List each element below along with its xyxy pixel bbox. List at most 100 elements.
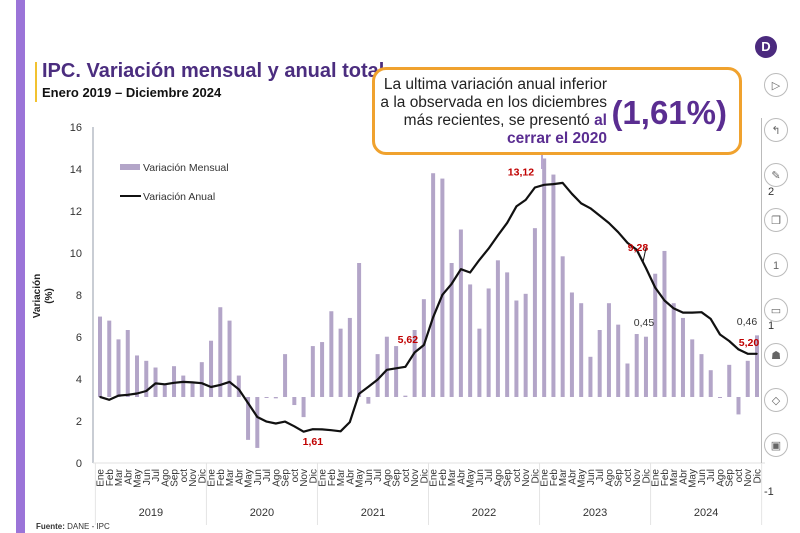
year-label: 2023 <box>583 507 607 519</box>
annual-point <box>497 234 499 237</box>
annual-point <box>413 351 416 354</box>
monthly-bar <box>264 397 269 398</box>
x-tick-label: Abr <box>234 468 245 484</box>
x-tick-label: Abr <box>123 468 134 484</box>
monthly-bar <box>634 334 639 397</box>
slide-accent-bar <box>16 0 25 533</box>
monthly-bar <box>116 339 121 397</box>
x-tick-label: oct <box>734 469 745 483</box>
annual-point <box>200 382 203 385</box>
monthly-bar <box>153 367 158 397</box>
monthly-bar <box>680 317 685 397</box>
brand-logo-icon: D <box>755 36 777 58</box>
monthly-bar <box>338 328 343 397</box>
annual-point <box>99 396 101 398</box>
monthly-bar <box>227 320 232 397</box>
monthly-bar <box>560 256 565 397</box>
data-label: 0,46 <box>737 316 758 328</box>
x-tick-label: oct <box>179 469 190 483</box>
legend-swatch-monthly <box>120 164 140 170</box>
monthly-bar <box>218 307 223 397</box>
monthly-bar <box>662 250 667 397</box>
slide-number-icon[interactable]: 1 <box>764 253 788 277</box>
monthly-bar <box>708 370 713 397</box>
annual-point <box>210 386 212 388</box>
annual-point <box>469 271 471 274</box>
x-tick-label: May <box>466 469 477 488</box>
monthly-bar <box>440 178 445 397</box>
presenter-icon[interactable]: ☗ <box>764 343 788 367</box>
screen-icon[interactable]: ▣ <box>764 433 788 457</box>
play-icon[interactable]: ▷ <box>764 73 788 97</box>
video-icon[interactable]: ▭ <box>764 298 788 322</box>
copy-slide-icon[interactable]: ❐ <box>764 208 788 232</box>
annual-point <box>571 192 573 195</box>
annual-point <box>302 430 305 433</box>
x-tick-label: Abr <box>567 468 578 484</box>
x-tick-label: Jul <box>151 469 162 482</box>
x-tick-label: Jun <box>253 469 264 485</box>
annual-point <box>163 383 166 386</box>
pen-icon[interactable]: ✎ <box>764 163 788 187</box>
annual-point <box>182 381 185 383</box>
monthly-bar <box>292 397 297 406</box>
x-tick-label: Ene <box>318 469 329 487</box>
pointer-icon[interactable]: ↰ <box>764 118 788 142</box>
monthly-bar <box>486 288 491 397</box>
annual-point <box>691 311 694 314</box>
monthly-bar <box>98 316 102 397</box>
monthly-bar <box>495 260 500 397</box>
monthly-bar <box>384 336 389 397</box>
source-label: Fuente: <box>36 522 65 531</box>
x-tick-label: Mar <box>669 468 680 486</box>
x-tick-label: Feb <box>216 469 227 487</box>
annual-point <box>635 249 638 251</box>
chart-title: IPC. Variación mensual y anual total <box>42 60 385 82</box>
navigate-icon[interactable]: ◇ <box>764 388 788 412</box>
annual-point <box>312 428 314 430</box>
data-label-leader <box>642 247 647 263</box>
annual-point <box>645 267 647 269</box>
x-tick-label: Ago <box>382 469 393 487</box>
chart-subtitle: Enero 2019 – Diciembre 2024 <box>42 85 222 100</box>
x-tick-label: May <box>688 469 699 488</box>
x-tick-label: Ene <box>96 469 107 487</box>
annual-point <box>275 422 277 425</box>
annual-point <box>404 366 407 368</box>
toolbar-rail <box>761 118 762 463</box>
annual-point <box>367 385 370 388</box>
monthly-bar <box>301 397 306 418</box>
x-tick-label: Jul <box>595 469 606 482</box>
x-tick-label: Nov <box>188 469 199 487</box>
data-label: 0,45 <box>634 317 655 329</box>
callout-highlight-2: cerrar el 2020 <box>507 130 607 147</box>
monthly-bar <box>653 273 658 397</box>
monthly-bar <box>172 366 177 397</box>
monthly-bar <box>588 356 593 397</box>
toolbar-scale-label: 1 <box>768 320 775 332</box>
title-accent-line <box>35 62 37 102</box>
annual-point <box>617 231 619 234</box>
annual-point <box>349 421 351 423</box>
source-value: DANE - IPC <box>67 522 110 531</box>
year-label: 2019 <box>139 507 163 519</box>
toolbar-scale-label: -1 <box>764 486 774 498</box>
data-label: 13,12 <box>508 166 534 178</box>
monthly-bar <box>532 228 537 397</box>
x-tick-label: Sep <box>170 469 181 487</box>
x-tick-label: Sep <box>725 469 736 487</box>
x-tick-label: Dic <box>308 469 319 483</box>
annual-point <box>672 307 675 310</box>
annual-point <box>598 214 601 217</box>
monthly-bar <box>375 354 380 397</box>
annual-point <box>524 199 527 201</box>
monthly-bar <box>347 317 352 397</box>
annual-point <box>395 367 397 370</box>
annual-point <box>580 202 582 205</box>
monthly-bar <box>606 303 611 397</box>
monthly-bar <box>514 300 519 397</box>
annual-point <box>238 388 240 391</box>
data-label: 9,28 <box>628 242 649 254</box>
monthly-bar <box>236 375 241 397</box>
